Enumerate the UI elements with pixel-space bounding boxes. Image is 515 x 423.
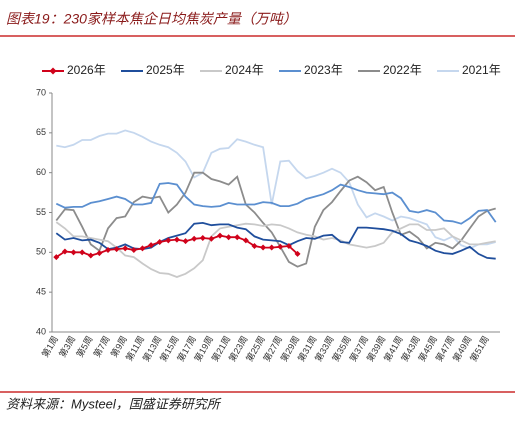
point — [173, 236, 180, 243]
point — [225, 234, 232, 241]
point — [139, 245, 146, 252]
point — [122, 245, 129, 252]
legend-label: 2024年 — [225, 63, 264, 77]
y-tick-label: 70 — [36, 87, 46, 97]
legend-label: 2026年 — [67, 63, 106, 77]
point — [148, 242, 155, 249]
series-line — [55, 221, 496, 278]
point — [217, 232, 223, 239]
legend-label: 2022年 — [383, 63, 422, 77]
point — [294, 250, 301, 257]
point — [165, 237, 172, 244]
series-line — [55, 171, 496, 268]
point — [61, 248, 68, 255]
point — [260, 244, 267, 251]
point — [87, 252, 94, 259]
point — [156, 238, 163, 245]
point — [79, 249, 86, 256]
x-tick-label: 第7周 — [91, 334, 112, 359]
point — [70, 249, 77, 256]
legend-label: 2025年 — [146, 63, 185, 77]
point — [191, 235, 198, 242]
point — [53, 254, 60, 261]
series-line — [56, 129, 496, 250]
legend-label: 2021年 — [462, 63, 501, 77]
y-tick-label: 65 — [36, 127, 46, 137]
point — [130, 246, 137, 253]
point — [268, 244, 275, 251]
y-tick-label: 40 — [36, 326, 46, 336]
x-tick-label: 第1周 — [39, 334, 60, 359]
legend-marker — [49, 67, 57, 75]
source: 资料来源：Mysteel，国盛证券研究所 — [6, 396, 222, 411]
point — [277, 243, 284, 250]
chart-title: 图表19：230家样本焦企日均焦炭产量（万吨） — [6, 11, 297, 27]
point — [182, 238, 189, 245]
point — [208, 235, 215, 242]
series-line — [55, 182, 497, 225]
legend-label: 2023年 — [304, 63, 343, 77]
x-tick-label: 第3周 — [56, 334, 77, 359]
y-tick-label: 60 — [36, 167, 46, 177]
point — [96, 250, 103, 257]
point — [199, 234, 206, 241]
point — [251, 242, 258, 249]
point — [242, 237, 249, 244]
point — [234, 234, 241, 241]
y-tick-label: 55 — [36, 207, 46, 217]
point — [113, 246, 120, 253]
series-line — [55, 221, 496, 260]
point — [285, 242, 292, 249]
x-tick-label: 第5周 — [74, 334, 95, 359]
y-tick-label: 50 — [36, 247, 46, 257]
point — [105, 246, 111, 253]
y-tick-label: 45 — [36, 287, 46, 297]
